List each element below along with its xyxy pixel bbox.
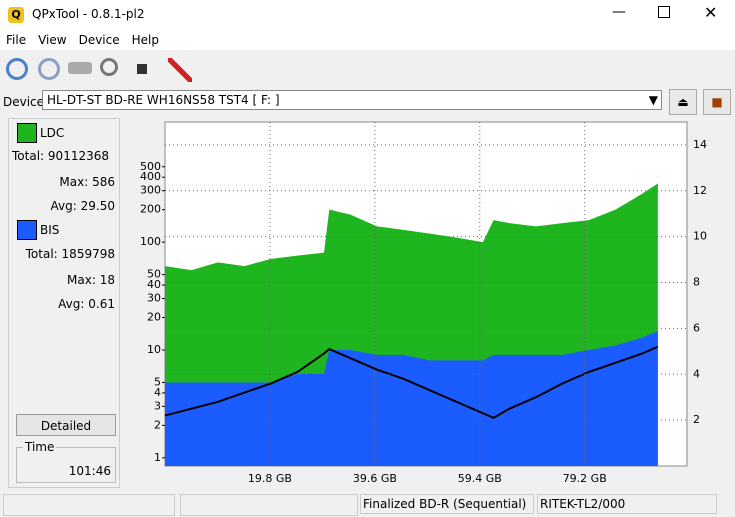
y-tick-label: 40 xyxy=(147,278,161,291)
y-tick-label: 300 xyxy=(140,184,161,197)
app-icon: Q xyxy=(8,7,24,23)
status-pane xyxy=(3,494,175,516)
x-tick-label: 59.4 GB xyxy=(458,472,502,485)
device-select[interactable]: HL-DT-ST BD-RE WH16NS58 TST4 [ F: ] ▼ xyxy=(42,90,662,110)
y-tick-label: 3 xyxy=(154,399,161,412)
series-area xyxy=(165,330,658,466)
bis-swatch xyxy=(17,220,37,240)
y-tick-label: 500 xyxy=(140,160,161,173)
ldc-max: Max: 586 xyxy=(59,175,115,189)
y2-tick-label: 4 xyxy=(693,367,700,380)
y-tick-label: 100 xyxy=(140,235,161,248)
y2-tick-label: 8 xyxy=(693,276,700,289)
y-tick-label: 1 xyxy=(154,451,161,464)
y-tick-label: 20 xyxy=(147,311,161,324)
title-bar: Q QPxTool - 0.8.1-pl2 — ✕ xyxy=(0,0,735,30)
status-disc: Finalized BD-R (Sequential) xyxy=(360,494,534,514)
y2-tick-label: 2 xyxy=(693,413,700,426)
side-panel: LDC Total: 90112368 Max: 586 Avg: 29.50 … xyxy=(8,118,120,488)
toolbar xyxy=(0,52,735,86)
stop-button[interactable] xyxy=(137,64,147,74)
y-tick-label: 5 xyxy=(154,375,161,388)
detailed-button[interactable]: Detailed xyxy=(16,414,116,436)
x-tick-label: 19.8 GB xyxy=(248,472,292,485)
drive-button[interactable] xyxy=(68,62,92,74)
disc-button[interactable] xyxy=(38,58,60,80)
ldc-avg: Avg: 29.50 xyxy=(50,199,115,213)
refresh-button[interactable] xyxy=(6,58,28,80)
device-label: Device: xyxy=(3,95,49,109)
minimize[interactable]: — xyxy=(612,4,626,20)
bis-max: Max: 18 xyxy=(67,273,115,287)
time-value: 101:46 xyxy=(68,464,111,478)
menu-item[interactable]: Help xyxy=(131,33,159,47)
x-tick-label: 39.6 GB xyxy=(353,472,397,485)
time-box: Time 101:46 xyxy=(16,440,116,483)
menu-bar: File View Device Help xyxy=(0,30,735,50)
maximize[interactable] xyxy=(658,6,670,18)
menu-item[interactable]: View xyxy=(38,33,67,47)
y2-tick-label: 10 xyxy=(693,230,707,243)
lock-button[interactable]: ■ xyxy=(703,89,731,115)
window-title: QPxTool - 0.8.1-pl2 xyxy=(32,7,145,21)
speed-line xyxy=(164,345,659,419)
ldc-legend: LDC xyxy=(40,126,65,140)
settings-button[interactable] xyxy=(168,58,192,82)
y-tick-label: 4 xyxy=(154,386,161,399)
y-tick-label: 30 xyxy=(147,292,161,305)
status-media: RITEK-TL2/000 xyxy=(537,494,717,514)
time-label: Time xyxy=(23,440,57,454)
y-tick-label: 10 xyxy=(147,343,161,356)
status-bar: Finalized BD-R (Sequential) RITEK-TL2/00… xyxy=(0,492,735,517)
y-tick-label: 2 xyxy=(154,418,161,431)
chart: 1234510203040501002003004005002468101214… xyxy=(140,121,707,485)
x-tick-label: 79.2 GB xyxy=(563,472,607,485)
y-tick-label: 50 xyxy=(147,268,161,281)
y2-tick-label: 14 xyxy=(693,138,707,151)
ldc-total: Total: 90112368 xyxy=(12,149,109,163)
y-tick-label: 200 xyxy=(140,203,161,216)
bis-avg: Avg: 0.61 xyxy=(58,297,115,311)
bis-legend: BIS xyxy=(40,223,60,237)
y2-tick-label: 12 xyxy=(693,184,707,197)
bis-total: Total: 1859798 xyxy=(25,247,115,261)
device-value: HL-DT-ST BD-RE WH16NS58 TST4 [ F: ] xyxy=(47,93,280,107)
menu-item[interactable]: Device xyxy=(78,33,120,47)
status-pane xyxy=(180,494,358,516)
eject-button[interactable]: ⏏ xyxy=(669,89,697,115)
scan-button[interactable] xyxy=(100,58,118,76)
menu-item[interactable]: File xyxy=(6,33,27,47)
y2-tick-label: 6 xyxy=(693,321,700,334)
y-tick-label: 400 xyxy=(140,170,161,183)
close[interactable]: ✕ xyxy=(704,3,718,22)
ldc-swatch xyxy=(17,123,37,143)
